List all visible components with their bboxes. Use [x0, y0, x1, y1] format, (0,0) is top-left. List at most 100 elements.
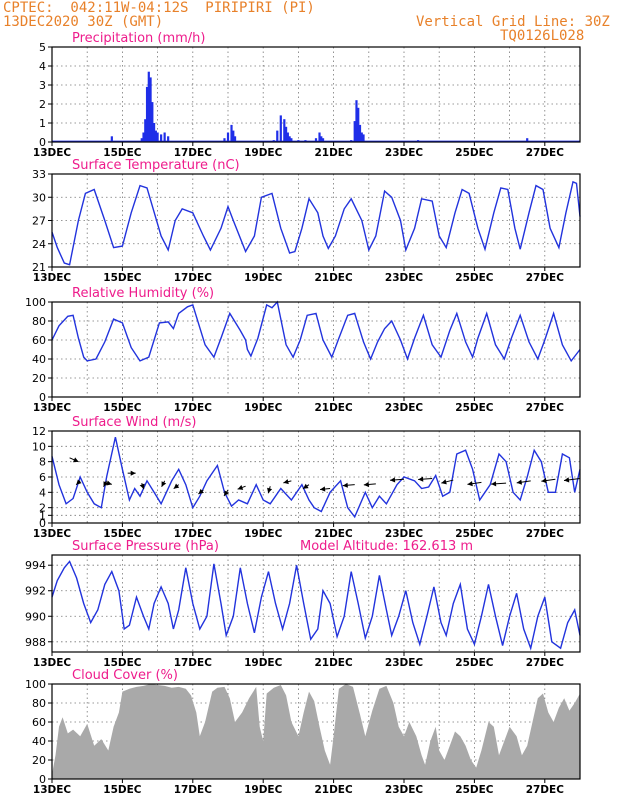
precip-bar — [145, 86, 149, 142]
precip-bar — [353, 121, 356, 142]
wind-arrow-head — [173, 483, 180, 489]
y-tick-label: 3 — [39, 79, 46, 92]
y-tick-label: 994 — [25, 559, 46, 572]
y-tick-label: 5 — [39, 41, 46, 54]
y-tick-label: 10 — [32, 440, 46, 453]
x-tick-label: 23DEC — [385, 528, 424, 540]
y-tick-label: 4 — [39, 60, 46, 73]
x-tick-label: 27DEC — [526, 147, 565, 159]
x-tick-label: 27DEC — [526, 784, 565, 796]
wind-arrow-head — [76, 479, 82, 485]
y-tick-label: 0 — [39, 136, 46, 149]
x-tick-label: 13DEC — [33, 528, 72, 540]
precip-bar — [163, 132, 166, 142]
y-tick-label: 990 — [25, 610, 46, 623]
precip-bar — [283, 119, 286, 142]
wind-arrow-head — [541, 478, 547, 484]
panel-title: Surface Temperature (nC) — [72, 158, 240, 173]
precip-bar — [318, 132, 321, 142]
y-tick-label: 21 — [32, 261, 46, 274]
y-tick-label: 40 — [32, 353, 46, 366]
x-tick-label: 17DEC — [174, 147, 213, 159]
wind-arrow-head — [106, 480, 112, 486]
y-tick-label: 80 — [32, 697, 46, 710]
header-date: 13DEC2020 30Z (GMT) — [3, 14, 164, 30]
y-tick-label: 1 — [39, 509, 46, 522]
wind-arrow-head — [224, 490, 229, 496]
precip-bar — [154, 130, 157, 142]
y-tick-label: 20 — [32, 754, 46, 767]
precip-bar — [321, 138, 325, 142]
x-tick-label: 19DEC — [244, 147, 283, 159]
y-tick-label: 988 — [25, 636, 46, 649]
x-tick-label: 17DEC — [174, 272, 213, 284]
x-tick-label: 15DEC — [103, 272, 142, 284]
series-line-2 — [51, 300, 581, 363]
wind-arrow-head — [342, 482, 348, 488]
y-tick-label: 0 — [39, 391, 46, 404]
precip-bar — [140, 138, 143, 142]
precip-bar — [147, 71, 150, 142]
series-line-1 — [51, 180, 581, 266]
x-tick-label: 13DEC — [33, 657, 72, 669]
x-tick-label: 21DEC — [314, 784, 353, 796]
x-tick-label: 19DEC — [244, 272, 283, 284]
x-tick-label: 13DEC — [33, 402, 72, 414]
x-tick-label: 25DEC — [455, 272, 494, 284]
x-tick-label: 23DEC — [385, 147, 424, 159]
y-tick-label: 2 — [39, 98, 46, 111]
precip-bar — [360, 132, 363, 142]
y-tick-label: 24 — [32, 238, 46, 251]
precip-bar — [160, 134, 163, 142]
x-tick-label: 21DEC — [314, 272, 353, 284]
model-altitude-label: Model Altitude: 162.613 m — [300, 539, 473, 554]
x-tick-label: 27DEC — [526, 657, 565, 669]
y-tick-label: 4 — [39, 486, 46, 499]
precip-bar — [156, 132, 159, 142]
panel-0: 0 1 2 3 4 5 13DEC 15DEC 17DEC 19DEC 21DEC 23DEC 25DE… — [33, 31, 581, 159]
x-tick-label: 15DEC — [103, 657, 142, 669]
wind-arrow-head — [303, 483, 309, 489]
precip-bar — [144, 119, 147, 142]
cloud-cover-area — [52, 684, 580, 779]
panel-title: Precipitation (mm/h) — [72, 31, 205, 46]
y-tick-label: 30 — [32, 191, 46, 204]
y-tick-label: 60 — [32, 716, 46, 729]
x-tick-label: 15DEC — [103, 147, 142, 159]
panel-5: 0 20 40 60 80 100 13DEC 15DEC 17DEC 19DEC 21DEC 23D… — [25, 668, 581, 796]
x-tick-label: 15DEC — [103, 402, 142, 414]
precip-bar — [110, 136, 113, 142]
series-line-4 — [51, 560, 581, 651]
wind-arrow-head — [320, 486, 326, 492]
precip-bar — [526, 138, 529, 142]
y-tick-label: 60 — [32, 334, 46, 347]
y-tick-label: 992 — [25, 585, 46, 598]
x-tick-label: 21DEC — [314, 147, 353, 159]
wind-arrow-head — [283, 479, 289, 485]
x-tick-label: 21DEC — [314, 528, 353, 540]
y-tick-label: 80 — [32, 315, 46, 328]
precip-bar — [284, 126, 288, 142]
header-station: CPTEC: 042:11W-04:12S PIRIPIRI (PI) — [3, 0, 315, 16]
x-tick-label: 25DEC — [455, 402, 494, 414]
precip-bar — [276, 130, 279, 142]
x-tick-label: 17DEC — [174, 402, 213, 414]
precip-bar — [358, 124, 362, 142]
panel-frame — [51, 683, 581, 780]
y-tick-label: 1 — [39, 117, 46, 130]
y-tick-label: 20 — [32, 372, 46, 385]
x-tick-label: 17DEC — [174, 528, 213, 540]
precip-bar — [355, 100, 358, 142]
y-tick-label: 12 — [32, 425, 46, 438]
precip-bar — [232, 130, 235, 142]
precip-bar — [362, 134, 365, 142]
precip-bar — [233, 136, 237, 142]
precip-bar — [286, 132, 289, 142]
x-tick-label: 19DEC — [244, 402, 283, 414]
precip-bar — [279, 115, 282, 142]
wind-arrow-head — [363, 481, 369, 488]
x-tick-label: 27DEC — [526, 402, 565, 414]
x-tick-label: 13DEC — [33, 272, 72, 284]
